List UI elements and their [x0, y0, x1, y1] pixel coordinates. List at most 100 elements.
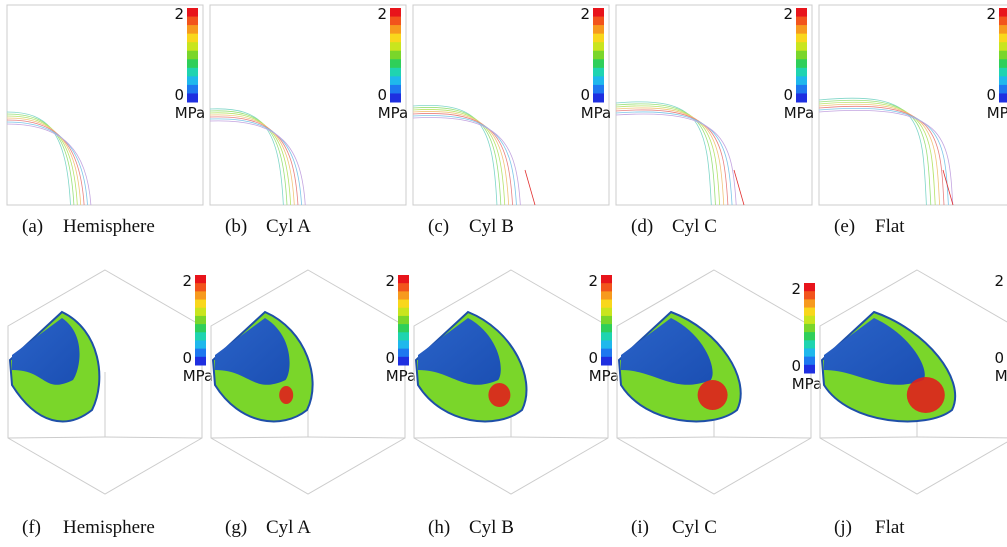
colorbar-unit: MPa [792, 375, 823, 393]
colorbar-min: 0 [783, 86, 793, 104]
colorbar-max: 2 [783, 5, 793, 23]
colorbar-band [390, 85, 401, 94]
colorbar-band [398, 275, 409, 284]
colorbar-unit: MPa [183, 367, 214, 385]
colorbar-band [804, 324, 815, 333]
colorbar-min: 0 [588, 349, 598, 367]
colorbar-band [601, 357, 612, 366]
colorbar-band [187, 25, 198, 34]
colorbar-band [999, 25, 1007, 34]
colorbar-band [593, 34, 604, 43]
colorbar-band [187, 42, 198, 51]
panel-label: (j) [834, 517, 852, 538]
colorbar-band [195, 357, 206, 366]
colorbar-band [601, 291, 612, 300]
contour-line [819, 102, 935, 205]
colorbar-band [187, 59, 198, 68]
colorbar-band [187, 93, 198, 102]
cube-edge [414, 437, 511, 438]
cube-edge [8, 437, 105, 438]
colorbar-max: 2 [986, 5, 996, 23]
colorbar-band [796, 34, 807, 43]
colorbar-band [195, 308, 206, 317]
colorbar-min: 0 [182, 349, 192, 367]
colorbar-band [804, 308, 815, 317]
colorbar-band [804, 316, 815, 325]
colorbar-band [796, 51, 807, 60]
colorbar-band [195, 275, 206, 284]
colorbar-band [187, 8, 198, 17]
colorbar-min: 0 [580, 86, 590, 104]
panel-caption: Cyl C [672, 216, 717, 237]
colorbar-band [390, 34, 401, 43]
colorbar-band [398, 316, 409, 325]
colorbar-band [601, 300, 612, 309]
panel-caption: Cyl A [266, 517, 311, 538]
colorbar-band [593, 51, 604, 60]
contour-line [819, 110, 953, 205]
colorbar-band [796, 25, 807, 34]
colorbar-unit: MPa [378, 104, 409, 122]
colorbar-band [601, 340, 612, 349]
colorbar-band [593, 93, 604, 102]
contour-line [210, 119, 302, 205]
colorbar-band [999, 59, 1007, 68]
colorbar-band [593, 85, 604, 94]
colorbar-band [390, 25, 401, 34]
colorbar-max: 2 [377, 5, 387, 23]
colorbar-band [999, 51, 1007, 60]
colorbar-band [804, 299, 815, 308]
colorbar-band [390, 76, 401, 85]
colorbar-max: 2 [791, 280, 801, 298]
stress-hotspot [488, 383, 510, 407]
panel-label: (c) [428, 216, 449, 237]
contour-line [616, 102, 711, 205]
colorbar-band [187, 51, 198, 60]
colorbar-max: 2 [385, 272, 395, 290]
colorbar-unit: MPa [784, 104, 815, 122]
colorbar-band [195, 291, 206, 300]
panel-caption: Cyl C [672, 517, 717, 538]
colorbar-band [999, 68, 1007, 77]
colorbar-min: 0 [994, 349, 1004, 367]
colorbar-band [796, 17, 807, 26]
colorbar-band [601, 349, 612, 358]
stress-hotspot [698, 380, 728, 410]
colorbar-min: 0 [377, 86, 387, 104]
colorbar-band [187, 76, 198, 85]
contour-line [616, 114, 736, 205]
colorbar-band [593, 42, 604, 51]
colorbar-unit: MPa [386, 367, 417, 385]
contour-line [7, 122, 88, 205]
panel-frame [413, 5, 609, 205]
colorbar-band [999, 34, 1007, 43]
colorbar-unit: MPa [995, 367, 1007, 385]
colorbar-band [796, 42, 807, 51]
colorbar-band [195, 340, 206, 349]
colorbar-min: 0 [986, 86, 996, 104]
colorbar-band [187, 17, 198, 26]
colorbar-min: 0 [791, 357, 801, 375]
colorbar-band [804, 340, 815, 349]
colorbar-band [390, 51, 401, 60]
contour-line [819, 100, 931, 205]
panel-label: (h) [428, 517, 450, 538]
panel-label: (i) [631, 517, 649, 538]
colorbar-band [593, 76, 604, 85]
contour-line [616, 104, 715, 205]
contour-line [413, 105, 497, 205]
colorbar-band [390, 68, 401, 77]
panel-frame [210, 5, 406, 205]
colorbar-band [999, 42, 1007, 51]
cube-edge [511, 437, 608, 438]
colorbar-max: 2 [588, 272, 598, 290]
panel-frame [616, 5, 812, 205]
colorbar-band [187, 85, 198, 94]
colorbar-band [398, 300, 409, 309]
colorbar-band [796, 93, 807, 102]
panel-caption: Flat [875, 216, 905, 237]
page: 20MPa(a)Hemisphere20MPa(f)Hemisphere20MP… [0, 0, 1007, 547]
colorbar-band [398, 357, 409, 366]
colorbar-band [999, 17, 1007, 26]
colorbar-band [999, 93, 1007, 102]
